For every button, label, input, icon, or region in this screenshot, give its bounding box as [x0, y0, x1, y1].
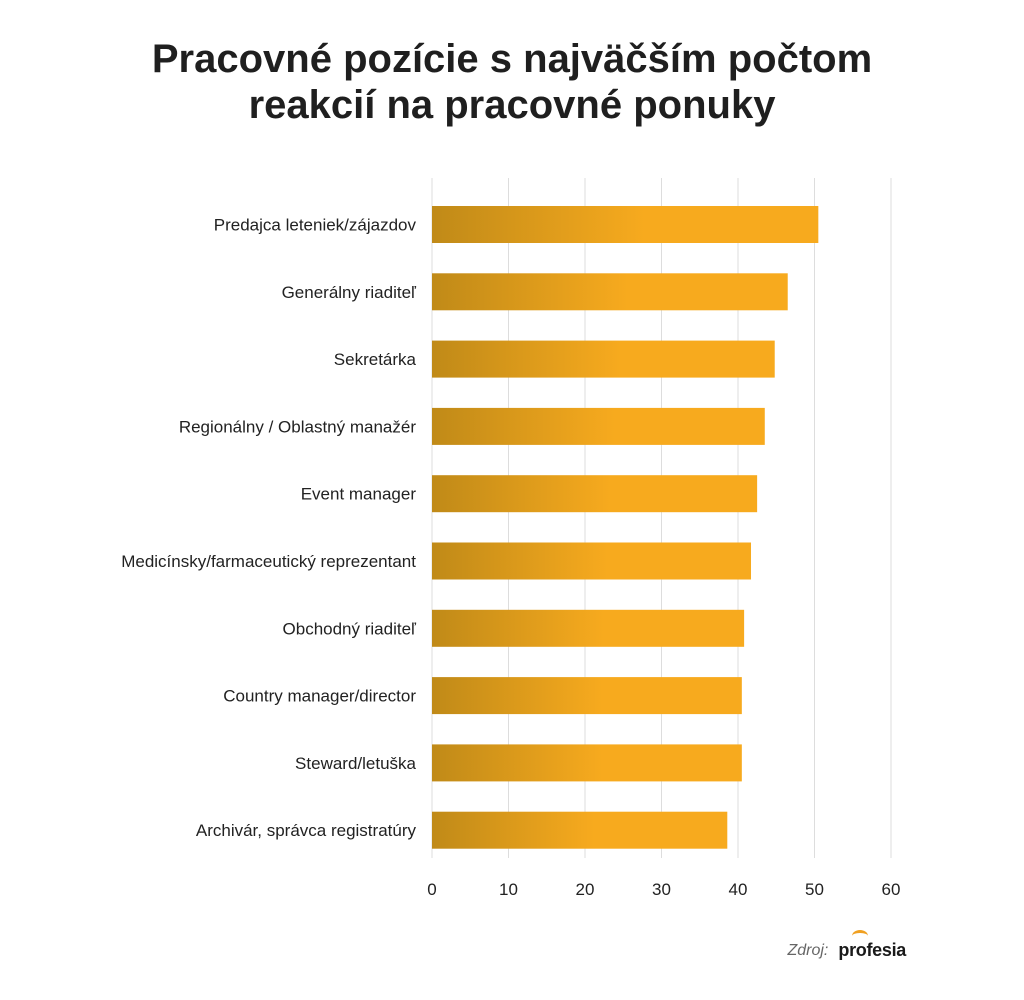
- x-tick-label: 20: [576, 880, 595, 899]
- category-label: Regionálny / Oblastný manažér: [179, 417, 417, 436]
- category-label: Generálny riaditeľ: [282, 283, 417, 302]
- category-label: Archivár, správca registratúry: [196, 821, 417, 840]
- bar-chart: Predajca leteniek/zájazdov Generálny riad…: [121, 178, 900, 899]
- bar: [432, 340, 775, 378]
- bar: [432, 609, 745, 647]
- x-tick-label: 0: [427, 880, 436, 899]
- bar: [432, 475, 758, 513]
- category-label: Event manager: [301, 485, 417, 504]
- category-labels: Predajca leteniek/zájazdov Generálny riad…: [121, 216, 417, 841]
- x-tick-label: 60: [882, 880, 901, 899]
- category-label: Sekretárka: [334, 350, 417, 369]
- bar: [432, 407, 765, 445]
- bar: [432, 206, 819, 243]
- chart-title-line-2: reakcií na pracovné ponuky: [248, 83, 776, 127]
- logo-arc-icon: [852, 930, 869, 942]
- profesia-logo: profesia: [838, 930, 906, 961]
- bar: [432, 542, 752, 580]
- bar: [432, 677, 742, 715]
- source-attribution: Zdroj: profesia: [787, 930, 906, 961]
- category-label: Steward/letuška: [295, 754, 416, 773]
- bar: [432, 744, 742, 782]
- x-tick-label: 10: [499, 880, 518, 899]
- bar: [432, 811, 728, 849]
- x-tick-label: 50: [805, 880, 824, 899]
- chart-title-line-1: Pracovné pozície s najväčším počtom: [151, 37, 873, 81]
- category-label: Medicínsky/farmaceutický reprezentant: [121, 552, 416, 571]
- chart-title: Pracovné pozície s najväčším počtom reak…: [0, 36, 1024, 128]
- category-label: Country manager/director: [223, 687, 416, 706]
- logo-text: profesia: [838, 940, 906, 960]
- source-label: Zdroj:: [787, 941, 829, 959]
- bars: [432, 206, 819, 849]
- category-label: Predajca leteniek/zájazdov: [214, 216, 417, 235]
- category-label: Obchodný riaditeľ: [283, 619, 418, 638]
- bar: [432, 273, 788, 311]
- x-axis-tick-labels: 0 10 20 30 40 50 60: [427, 880, 900, 899]
- x-tick-label: 30: [652, 880, 671, 899]
- x-tick-label: 40: [729, 880, 748, 899]
